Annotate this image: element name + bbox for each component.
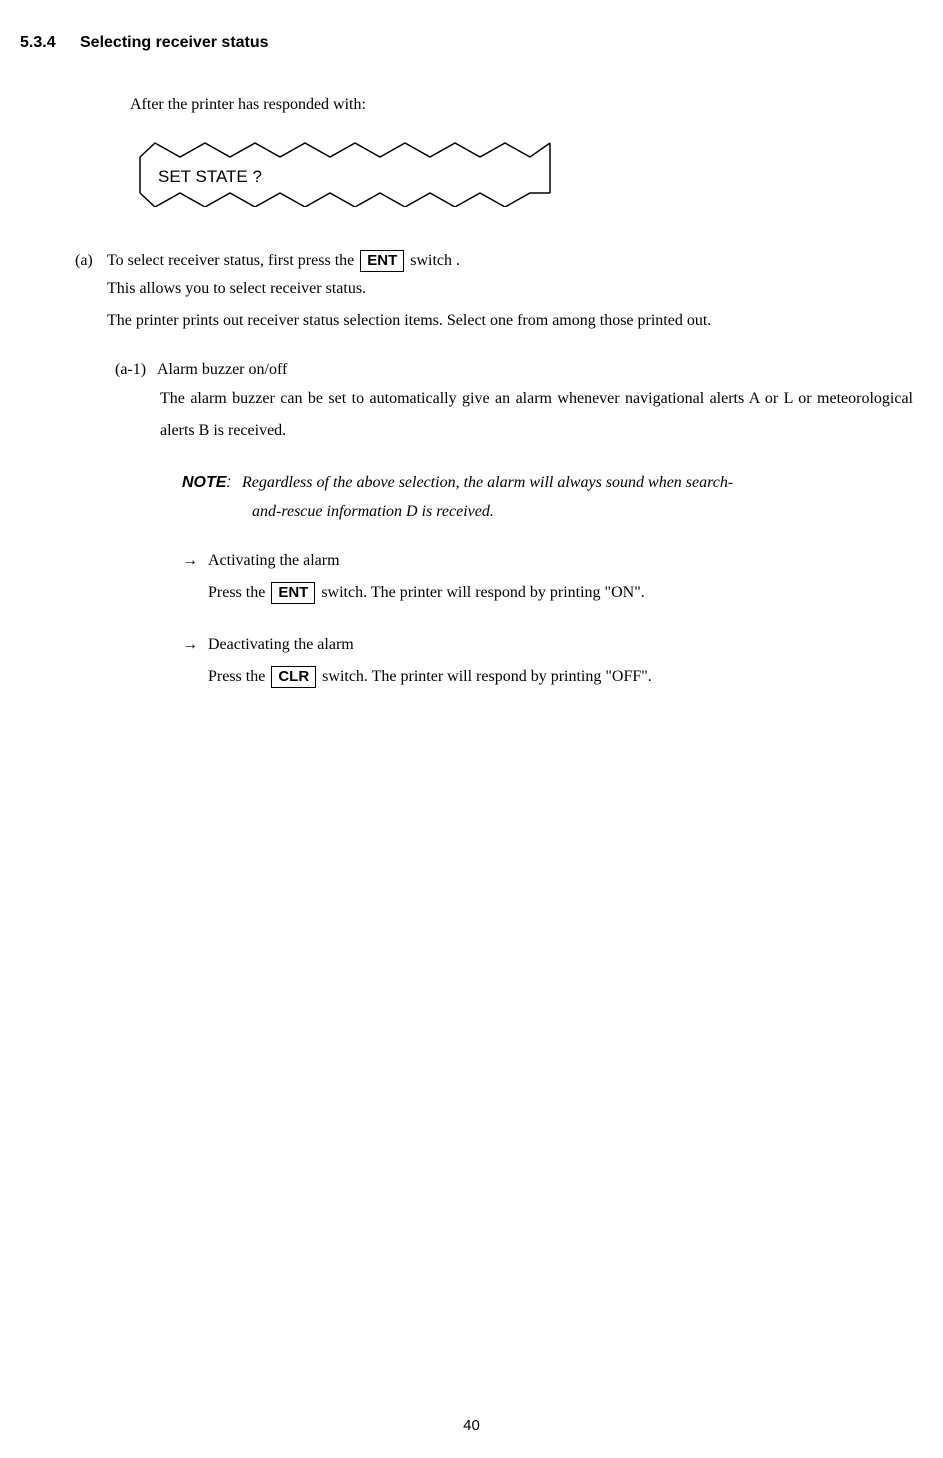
activate-title: Activating the alarm xyxy=(208,552,340,569)
note-block: NOTE: Regardless of the above selection,… xyxy=(182,467,913,499)
deactivate-post: switch. The printer will respond by prin… xyxy=(318,668,652,685)
activate-heading: →Activating the alarm xyxy=(182,545,913,577)
item-a-line2: This allows you to select receiver statu… xyxy=(107,273,913,305)
item-a-label: (a) xyxy=(75,248,107,274)
sub-a1-heading: (a-1)Alarm buzzer on/off xyxy=(115,357,913,383)
note-text-1: Regardless of the above selection, the a… xyxy=(242,474,733,491)
item-a-line1-post: switch . xyxy=(406,252,460,269)
deactivate-pre: Press the xyxy=(208,668,269,685)
sub-a1-title: Alarm buzzer on/off xyxy=(157,361,287,378)
activate-post: switch. The printer will respond by prin… xyxy=(317,584,644,601)
ent-key-2: ENT xyxy=(271,582,315,604)
ent-key-1: ENT xyxy=(360,250,404,272)
section-heading: 5.3.4Selecting receiver status xyxy=(20,30,913,56)
deactivate-heading: →Deactivating the alarm xyxy=(182,629,913,661)
arrow-icon: → xyxy=(182,545,208,577)
section-title: Selecting receiver status xyxy=(80,34,269,51)
sub-a1-desc: The alarm buzzer can be set to automatic… xyxy=(160,383,913,447)
printout-text: SET STATE ? xyxy=(158,167,262,186)
intro-text: After the printer has responded with: xyxy=(130,92,913,118)
item-a-first-line: (a)To select receiver status, first pres… xyxy=(75,248,913,274)
note-label: NOTE: xyxy=(182,467,238,499)
deactivate-body: Press the CLR switch. The printer will r… xyxy=(208,661,913,693)
clr-key: CLR xyxy=(271,666,316,688)
page-number: 40 xyxy=(0,1414,943,1438)
printout-box: SET STATE ? xyxy=(130,137,560,216)
deactivate-title: Deactivating the alarm xyxy=(208,636,354,653)
item-a-line1-pre: To select receiver status, first press t… xyxy=(107,252,358,269)
note-text-2: and-rescue information D is received. xyxy=(252,499,913,525)
activate-body: Press the ENT switch. The printer will r… xyxy=(208,577,913,609)
sub-a1-label: (a-1) xyxy=(115,357,157,383)
section-number: 5.3.4 xyxy=(20,30,80,56)
activate-pre: Press the xyxy=(208,584,269,601)
item-a-line3: The printer prints out receiver status s… xyxy=(107,305,913,337)
arrow-icon: → xyxy=(182,629,208,661)
